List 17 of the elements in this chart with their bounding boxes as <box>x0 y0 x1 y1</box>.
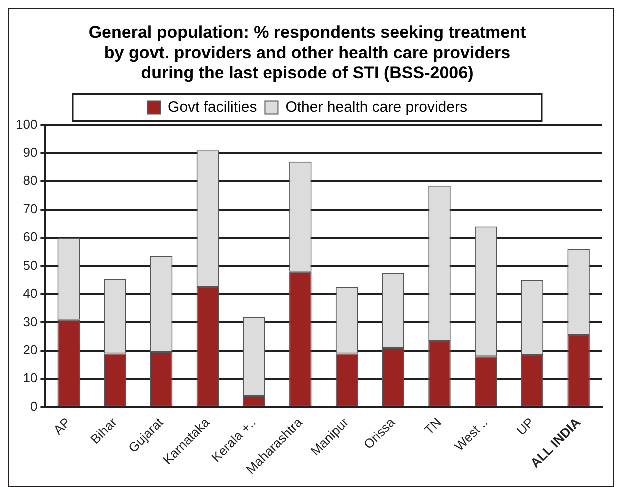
y-tick-label: 90 <box>23 144 38 160</box>
y-tick-label: 0 <box>30 398 38 414</box>
legend-label: Other health care providers <box>286 98 468 116</box>
y-tick-label: 20 <box>23 342 38 358</box>
x-tick-label: UP <box>514 414 538 438</box>
y-tick-label: 40 <box>23 286 38 302</box>
y-tick-label: 30 <box>23 314 38 330</box>
x-tick-label: AP <box>50 414 74 438</box>
y-tick-label: 60 <box>23 230 38 245</box>
y-tick-label: 50 <box>23 258 38 273</box>
legend-label: Govt facilities <box>168 98 258 116</box>
y-tick-label: 10 <box>23 370 38 386</box>
y-tick-label: 100 <box>16 116 38 132</box>
y-tick-label: 70 <box>23 201 38 216</box>
y-tick-label: 80 <box>23 173 38 188</box>
x-tick-label: TN <box>422 414 444 438</box>
chart-title: General population: % respondents seeking treatment by govt. providers and other health care providers during the last episode of STI (BSS-2006) <box>88 22 527 83</box>
